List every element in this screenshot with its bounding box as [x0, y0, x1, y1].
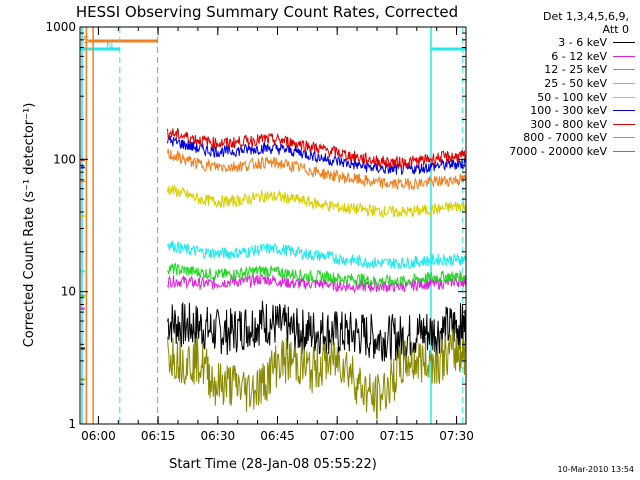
x-tick-label: 06:30 [201, 429, 236, 443]
legend: Det 1,3,4,5,6,9, Att 0 3 - 6 keV 6 - 12 k… [480, 10, 635, 158]
legend-swatch [613, 83, 635, 85]
annotation-saa-label: S [83, 35, 89, 46]
legend-swatch [613, 42, 635, 44]
legend-item: 300 - 800 keV [480, 118, 635, 132]
y-tick-label: 1 [68, 417, 76, 431]
x-tick-label: 07:30 [439, 429, 474, 443]
series-line [167, 127, 467, 169]
legend-swatch [613, 55, 635, 57]
legend-item: 800 - 7000 keV [480, 131, 635, 145]
legend-label: 3 - 6 keV [558, 36, 607, 50]
timestamp: 10-Mar-2010 13:54 [557, 465, 635, 474]
y-tick-label: 10 [61, 285, 76, 299]
x-axis-label: Start Time (28-Jan-08 05:55:22) [169, 457, 377, 472]
legend-item: 12 - 25 keV [480, 63, 635, 77]
legend-swatch [613, 69, 635, 71]
chart-title: HESSI Observing Summary Count Rates, Cor… [76, 3, 458, 21]
legend-item: 50 - 100 keV [480, 90, 635, 104]
legend-label: 100 - 300 keV [530, 104, 607, 118]
y-axis-label: Corrected Count Rate (s⁻¹ detector⁻¹) [22, 103, 37, 348]
series-line [167, 135, 467, 176]
y-tick-label: 100 [53, 152, 76, 166]
legend-item: 3 - 6 keV [480, 36, 635, 50]
series-layer [80, 127, 467, 420]
mission-decorations: SN [80, 27, 466, 424]
legend-label: 300 - 800 keV [530, 117, 607, 131]
x-tick-label: 06:00 [81, 429, 116, 443]
legend-swatch [613, 110, 635, 112]
x-tick-label: 07:15 [380, 429, 415, 443]
series-line [167, 300, 467, 362]
legend-label: 50 - 100 keV [537, 90, 607, 104]
legend-label: 25 - 50 keV [544, 77, 607, 91]
x-tick-label: 06:15 [141, 429, 176, 443]
legend-swatch [613, 137, 635, 139]
x-tick-label: 06:45 [260, 429, 295, 443]
legend-label: 800 - 7000 keV [523, 131, 607, 145]
legend-label: 12 - 25 keV [544, 63, 607, 77]
y-tick-label: 1000 [45, 20, 76, 34]
legend-header-line-1: Det 1,3,4,5,6,9, [542, 10, 629, 23]
series-line [167, 240, 467, 270]
series-line [167, 328, 467, 420]
axis-ticks: 06:00 06:15 06:30 06:45 07:00 07:15 07:30 1 10 10… [45, 20, 473, 443]
legend-swatch [613, 151, 635, 153]
series-line [167, 184, 467, 219]
legend-item: 6 - 12 keV [480, 50, 635, 64]
series-line [167, 148, 467, 191]
series-line [167, 262, 467, 288]
legend-swatch [613, 123, 635, 125]
series-line [167, 273, 467, 294]
annotation-night-label: N [106, 41, 113, 52]
legend-label: 6 - 12 keV [551, 49, 607, 63]
legend-item: 100 - 300 keV [480, 104, 635, 118]
plot-frame [79, 26, 467, 425]
x-tick-label: 07:00 [320, 429, 355, 443]
legend-header-line-2: Att 0 [602, 23, 629, 36]
legend-item: 7000 - 20000 keV [480, 145, 635, 159]
legend-swatch [613, 96, 635, 98]
legend-label: 7000 - 20000 keV [509, 145, 607, 159]
legend-item: 25 - 50 keV [480, 77, 635, 91]
